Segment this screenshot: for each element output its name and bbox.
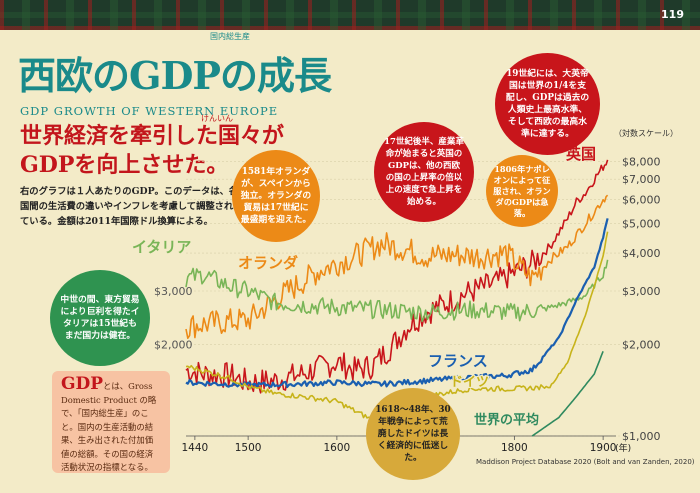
y-tick-label-left: $3,000 [154,285,193,298]
series-line [185,259,609,323]
series-label: 英国 [566,145,596,163]
y-tick-label-right: $4,000 [622,247,661,260]
uk-19c-annotation: 19世紀には、大英帝国は世界の1/4を支配し、GDPは過去の人類史上最高水準、そ… [495,53,600,155]
headline-line-1: 世界経済を牽引した国々が [20,123,285,149]
x-axis-unit: (年) [615,442,631,454]
y-tick-label-right: $8,000 [622,156,661,169]
english-subtitle: GDP GROWTH OF WESTERN EUROPE [20,104,279,118]
series-label: オランダ [238,254,298,272]
tartan-header-band [0,0,700,30]
y-tick-label-right: $1,000 [622,430,661,443]
series-label: 世界の平均 [474,412,539,428]
y-tick-label-right: $6,000 [622,194,661,207]
page-number: 119 [661,8,684,21]
gdp-definition-text: とは、Gross Domestic Product の略で、「国内総生産」のこと… [61,381,157,472]
y-tick-label-left: $2,000 [154,339,193,352]
x-tick-label: 1440 [182,442,209,454]
y-scale-label: （対数スケール） [614,128,678,138]
x-tick-label: 1800 [501,442,528,454]
germany-annotation: 1618～48年、30年戦争によって荒廃したドイツは長く経済的に低迷した。 [366,388,460,480]
y-tick-label-right: $7,000 [622,173,661,186]
x-tick-label: 1500 [235,442,262,454]
y-tick-label-right: $2,000 [622,339,661,352]
napoleon-annotation: 1806年ナポレオンによって征服され、オランダのGDPは急落。 [486,155,558,227]
gdp-definition-box: GDPとは、Gross Domestic Product の略で、「国内総生産」… [52,371,170,473]
ruby-reading: けんいん [201,114,233,123]
series-line [531,351,604,437]
y-tick-label-right: $5,000 [622,218,661,231]
data-source: Maddison Project Database 2020 (Bolt and… [476,458,695,466]
x-tick-label: 1600 [324,442,351,454]
italy-annotation: 中世の間、東方貿易により巨利を得たイタリアは15世紀もまだ国力は健在。 [50,270,150,366]
x-tick-label: 1900 [590,442,617,454]
uk-17c-annotation: 17世紀後半、産業革命が始まると英国のGDPは、他の西欧の国の上昇率の倍以上の速… [374,122,474,222]
page-title: 西欧のGDPの成長 [18,53,332,98]
headline: 世界経済を牽引した国々が GDPを向上させた。 [20,122,320,180]
series-line [185,194,609,339]
series-label: ドイツ [450,375,489,390]
headline-line-2: GDPを向上させた。 [20,152,229,178]
intro-text: 右のグラフは１人あたりのGDP。このデータは、各国間の生活費の違いやインフレを考… [20,186,239,227]
series-line [185,159,609,394]
y-tick-label-right: $3,000 [622,285,661,298]
gdp-term: GDP [61,374,104,394]
series-label: フランス [428,352,488,370]
dutch-annotation: 1581年オランダが、スペインから独立。オランダの貿易は17世紀に最盛期を迎えた… [232,150,320,242]
series-line [185,218,609,389]
series-label: イタリア [132,238,191,256]
title-gloss: 国内総生産 [210,32,250,41]
